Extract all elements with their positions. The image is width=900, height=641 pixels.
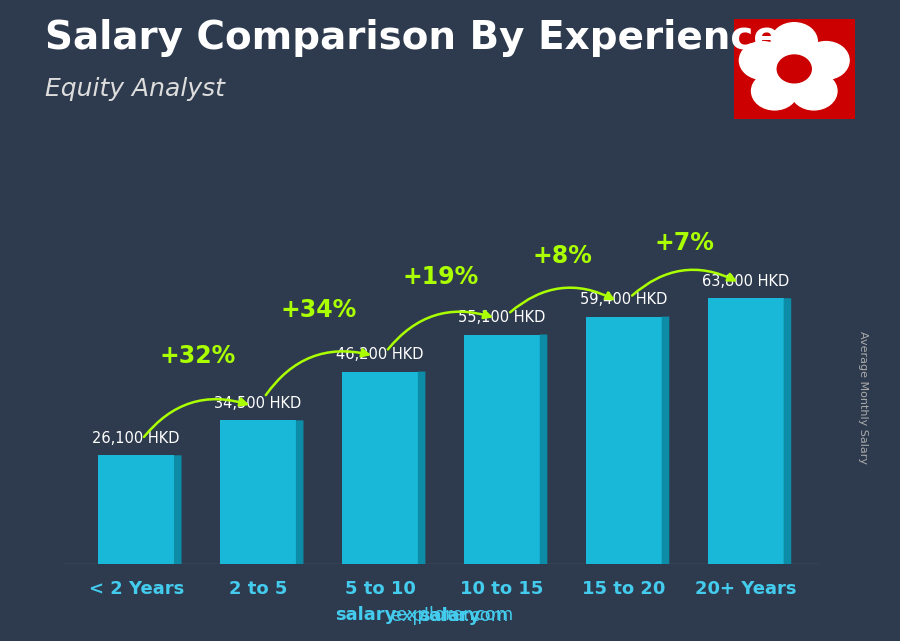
Bar	[220, 420, 296, 564]
Circle shape	[771, 22, 817, 60]
Bar	[586, 317, 662, 564]
Circle shape	[740, 42, 786, 79]
FancyArrowPatch shape	[266, 349, 368, 395]
Text: salary: salary	[419, 607, 481, 625]
Polygon shape	[174, 455, 182, 564]
Polygon shape	[662, 317, 670, 564]
Circle shape	[791, 72, 837, 110]
FancyArrowPatch shape	[388, 311, 490, 349]
Text: explorer.com: explorer.com	[392, 607, 508, 625]
Circle shape	[803, 42, 849, 79]
Text: +32%: +32%	[159, 344, 235, 368]
Text: Salary Comparison By Experience: Salary Comparison By Experience	[45, 19, 779, 57]
Text: 34,500 HKD: 34,500 HKD	[214, 396, 302, 411]
Text: explorer.com: explorer.com	[396, 606, 513, 624]
Text: +7%: +7%	[655, 231, 715, 255]
Polygon shape	[296, 420, 303, 564]
Text: 26,100 HKD: 26,100 HKD	[93, 431, 180, 446]
Text: 59,400 HKD: 59,400 HKD	[580, 292, 668, 307]
Polygon shape	[418, 372, 426, 564]
Text: +34%: +34%	[281, 298, 357, 322]
Text: +19%: +19%	[403, 265, 479, 288]
FancyArrowPatch shape	[510, 288, 613, 312]
Text: +8%: +8%	[533, 244, 593, 268]
Text: Average Monthly Salary: Average Monthly Salary	[859, 331, 868, 464]
Polygon shape	[784, 298, 791, 564]
Circle shape	[752, 72, 797, 110]
FancyArrowPatch shape	[144, 399, 247, 437]
Bar	[98, 455, 174, 564]
Bar	[342, 372, 418, 564]
Text: Equity Analyst: Equity Analyst	[45, 77, 225, 101]
Bar	[708, 298, 784, 564]
Circle shape	[778, 55, 811, 83]
Polygon shape	[540, 335, 547, 564]
FancyArrowPatch shape	[632, 270, 734, 296]
Text: 46,200 HKD: 46,200 HKD	[337, 347, 424, 362]
Text: 55,100 HKD: 55,100 HKD	[458, 310, 545, 325]
Text: salary: salary	[335, 606, 396, 624]
Text: 63,800 HKD: 63,800 HKD	[702, 274, 789, 289]
Bar	[464, 335, 540, 564]
